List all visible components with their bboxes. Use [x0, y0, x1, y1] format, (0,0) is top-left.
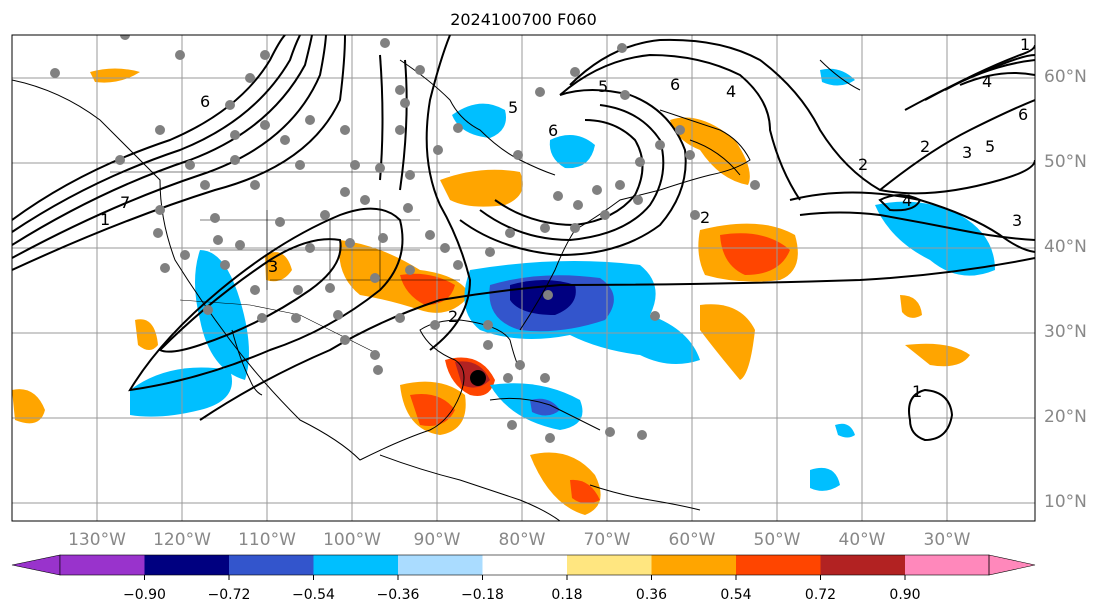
contour-label: 6: [548, 121, 558, 140]
contour-label: 1: [912, 382, 922, 401]
contour-label: 6: [1018, 105, 1028, 124]
colorbar-tick-label: 0.18: [551, 587, 583, 603]
political-borders: [110, 171, 460, 356]
graticule: [12, 35, 1035, 521]
lon-label: 100°W: [323, 530, 381, 550]
station-dots: [50, 35, 760, 443]
lon-label: 60°W: [668, 530, 716, 550]
map-title: 2024100700 F060: [450, 10, 597, 29]
contour-label: 5: [598, 77, 608, 96]
colorbar-tick-label: −0.18: [461, 587, 504, 603]
contour-label: 3: [1012, 211, 1022, 230]
contour-label: 1: [100, 210, 110, 229]
contour-label: 4: [902, 191, 912, 210]
lon-label: 120°W: [153, 530, 211, 550]
colorbar-extend-high: [988, 554, 1036, 576]
contour-label: 5: [508, 98, 518, 117]
shaded-anomalies: [12, 68, 995, 515]
colorbar-tick-label: −0.54: [292, 587, 335, 603]
lon-label: 70°W: [583, 530, 631, 550]
contour-label: 1: [1020, 35, 1030, 54]
colorbar-tick-label: 0.72: [804, 587, 837, 603]
lon-label: 50°W: [753, 530, 801, 550]
contour-label: 3: [962, 143, 972, 162]
contour-label: 4: [726, 82, 736, 101]
contour-label: 6: [670, 75, 680, 94]
lat-label: 60°N: [1044, 67, 1087, 87]
lon-label: 130°W: [68, 530, 126, 550]
lon-label: 30°W: [923, 530, 971, 550]
contour-label: 2: [448, 307, 458, 326]
map-frame: [11, 34, 1036, 522]
contour-labels: 6 5 6 6 5 4 2 1 2 3 5 4 6 7 1 2 3 4 1 3 …: [100, 35, 1030, 401]
colorbar-tick-label: 0.90: [889, 587, 921, 603]
contour-label: 2: [858, 155, 868, 174]
contour-label: 4: [982, 72, 992, 91]
lon-label: 110°W: [238, 530, 296, 550]
colorbar-tick-label: −0.72: [207, 587, 251, 603]
lat-label: 50°N: [1044, 152, 1087, 172]
colorbar: [11, 554, 1036, 580]
colorbar-tick-label: 0.36: [635, 587, 668, 603]
contour-label: 5: [985, 137, 995, 156]
colorbar-tick-label: 0.54: [720, 587, 752, 603]
lon-label: 80°W: [498, 530, 546, 550]
lon-label: 90°W: [413, 530, 461, 550]
lat-label: 40°N: [1044, 237, 1087, 257]
lat-label: 30°N: [1044, 322, 1087, 342]
contour-label: 2: [920, 137, 930, 156]
contour-label: 6: [200, 92, 210, 111]
coastlines: [12, 59, 861, 521]
storm-center-marker: [470, 370, 486, 386]
colorbar-tick-label: −0.36: [376, 587, 420, 603]
colorbar-tick-label: −0.90: [123, 587, 166, 603]
contour-label: 3: [268, 257, 278, 276]
lat-label: 10°N: [1044, 492, 1087, 512]
contour-label: 7: [120, 193, 130, 212]
lon-label: 40°W: [838, 530, 886, 550]
colorbar-extend-low: [11, 554, 61, 576]
contour-label: 2: [700, 208, 710, 227]
lat-label: 20°N: [1044, 407, 1087, 427]
